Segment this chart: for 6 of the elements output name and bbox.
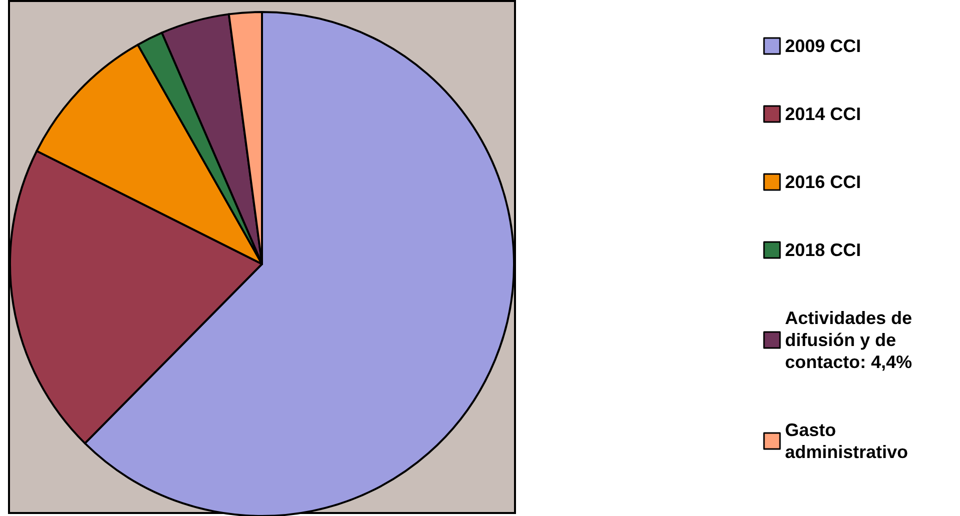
legend-label: 2016 CCI: [785, 172, 862, 192]
legend-label: 2009 CCI: [785, 36, 862, 56]
legend-label: Actividades de difusión y de contacto: 4,4%: [785, 308, 918, 372]
legend-label: 2018 CCI: [785, 240, 862, 260]
legend-label: 2014 CCI: [785, 104, 862, 124]
legend-label: Gasto administrativo: [785, 420, 908, 462]
